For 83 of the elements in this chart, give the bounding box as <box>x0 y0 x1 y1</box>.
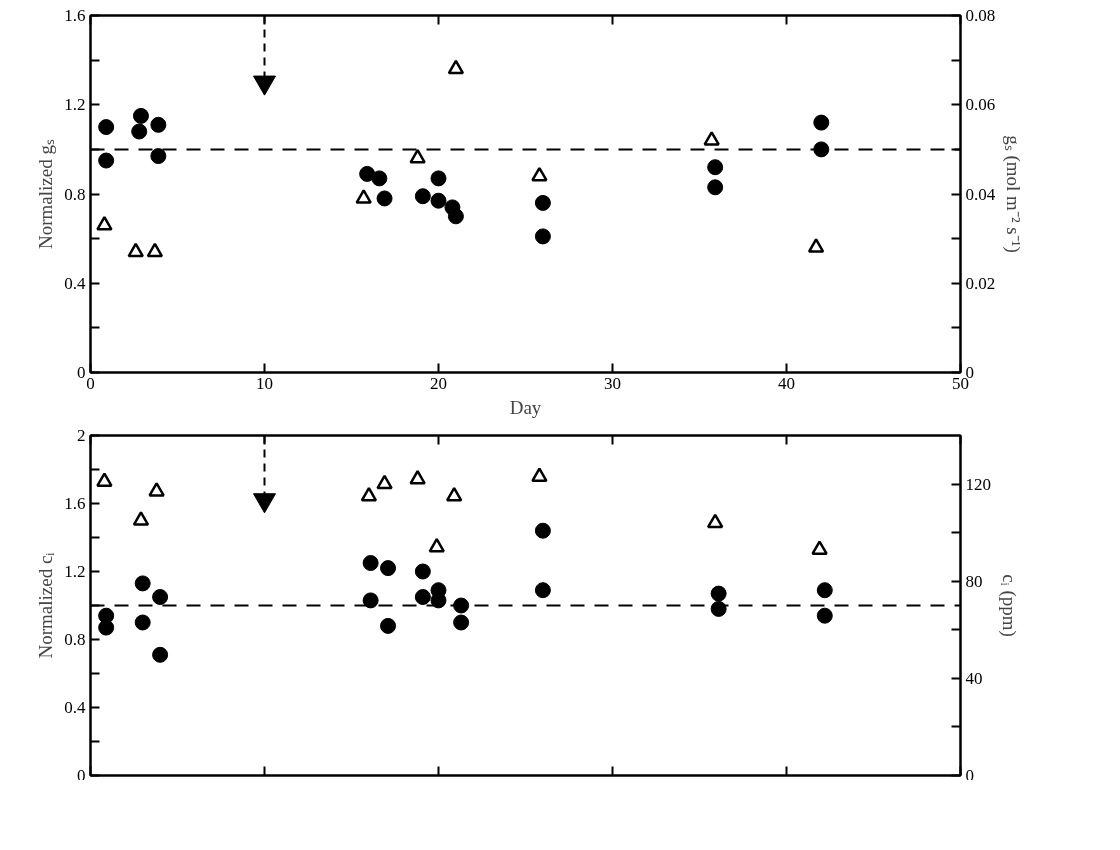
point <box>447 208 464 225</box>
y2-tick-label: 0 <box>965 765 974 785</box>
y-tick-label: 2 <box>77 426 86 445</box>
point <box>132 511 150 526</box>
x-tick-label: 20 <box>430 373 447 393</box>
point <box>376 474 393 490</box>
point <box>150 148 167 165</box>
y2-tick-label: 0.08 <box>965 6 996 25</box>
point <box>707 179 724 196</box>
point <box>811 540 828 555</box>
y2-tick-label: 0.04 <box>965 184 996 204</box>
point <box>409 148 426 164</box>
point <box>453 597 470 614</box>
point <box>534 522 551 539</box>
y-tick-label: 1.6 <box>64 6 86 25</box>
x-tick-label: 10 <box>256 373 273 393</box>
point <box>96 215 113 231</box>
point <box>362 592 379 609</box>
point <box>98 607 115 624</box>
point <box>531 166 548 182</box>
y-tick-label: 1.6 <box>64 494 86 513</box>
point <box>132 107 149 124</box>
y2-tick-label: 0.02 <box>965 273 996 293</box>
y2-axis-title: gₛ (mol m⁻² s⁻¹) <box>1002 135 1025 253</box>
point <box>707 159 724 176</box>
point <box>807 238 825 253</box>
y-tick-label: 0.4 <box>64 698 86 717</box>
y-axis-title: Normalized gₛ <box>35 139 57 249</box>
point <box>371 170 388 187</box>
y2-tick-label: 0.06 <box>965 95 996 115</box>
point <box>98 119 115 136</box>
point <box>409 469 426 485</box>
point <box>453 614 470 631</box>
point <box>710 585 727 602</box>
point <box>380 617 397 634</box>
point <box>362 555 379 571</box>
point <box>380 560 397 577</box>
point <box>98 152 115 169</box>
point <box>148 482 165 497</box>
point <box>816 582 833 599</box>
y-tick-label: 1.2 <box>64 95 86 115</box>
point <box>146 242 164 258</box>
point <box>414 188 431 205</box>
point <box>816 607 833 624</box>
point <box>127 242 144 258</box>
point <box>531 467 548 483</box>
point <box>360 486 378 502</box>
point <box>447 59 465 75</box>
point <box>152 646 169 663</box>
y-tick-label: 0.8 <box>64 184 86 204</box>
point <box>430 170 447 187</box>
point <box>703 131 720 146</box>
point <box>534 228 551 245</box>
point <box>534 582 551 599</box>
y2-axis-title: cᵢ (ppm) <box>998 574 1020 637</box>
point <box>414 563 431 580</box>
point <box>359 165 376 182</box>
point <box>813 114 830 131</box>
y-axis-title: Normalized cᵢ <box>35 552 57 659</box>
y-tick-label: 1.2 <box>64 562 86 581</box>
point <box>430 192 447 209</box>
y2-tick-label: 40 <box>965 668 983 688</box>
x-axis-title: Day <box>509 396 542 418</box>
point <box>534 194 551 211</box>
point <box>152 589 169 605</box>
point <box>376 190 393 207</box>
y2-tick-label: 120 <box>965 474 991 494</box>
y2-tick-label: 80 <box>965 571 983 591</box>
y-tick-label: 0.8 <box>64 630 86 649</box>
x-tick-label: 40 <box>778 373 795 393</box>
point <box>150 116 167 133</box>
point <box>445 486 463 502</box>
point <box>96 472 113 487</box>
point <box>706 513 724 529</box>
point <box>131 123 148 140</box>
point <box>414 589 431 605</box>
point <box>134 575 151 592</box>
y-tick-label: 0.4 <box>64 273 86 293</box>
y-tick-label: 0 <box>77 765 86 785</box>
point <box>428 537 446 553</box>
x-tick-label: 30 <box>604 373 621 393</box>
point <box>134 614 151 631</box>
point <box>355 189 372 204</box>
